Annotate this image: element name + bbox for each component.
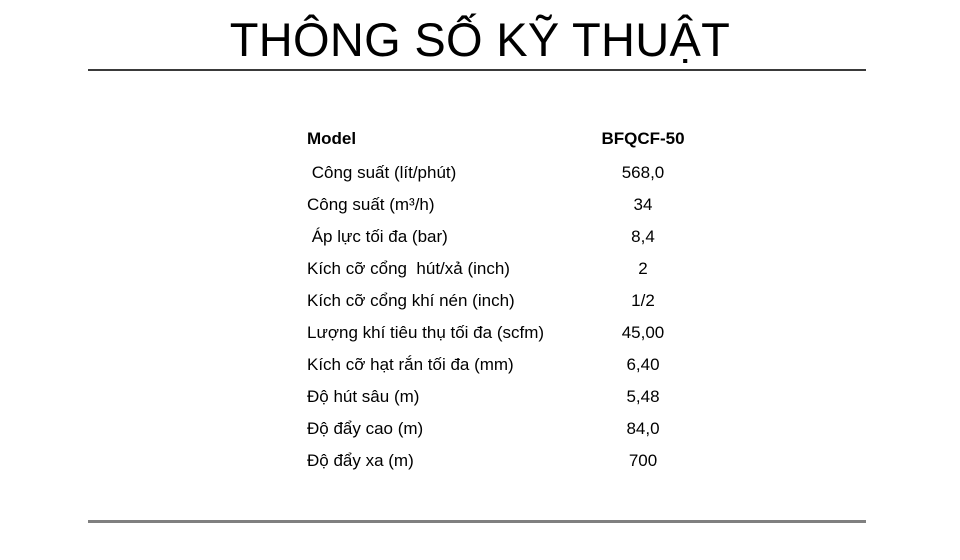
- row-value: 2: [638, 259, 648, 278]
- table-row: Độ hút sâu (m) 5,48: [300, 381, 707, 413]
- row-value: 5,48: [626, 387, 660, 406]
- column-header-model: Model: [307, 129, 357, 148]
- row-label: Kích cỡ cổng khí nén (inch): [307, 291, 515, 310]
- table-row: Kích cỡ hạt rắn tối đa (mm) 6,40: [300, 349, 707, 381]
- footer-divider-rule: [88, 520, 866, 523]
- row-label: Độ hút sâu (m): [307, 387, 420, 406]
- row-value: 1/2: [631, 291, 655, 310]
- table-row: Kích cỡ cổng khí nén (inch) 1/2: [300, 285, 707, 317]
- column-header-model-value: BFQCF-50: [601, 129, 685, 148]
- table-body: Model BFQCF-50 Công suất (lít/phút) 568,…: [300, 123, 707, 477]
- row-value: 700: [628, 451, 658, 470]
- row-value: 45,00: [621, 323, 665, 342]
- table-row: Độ đẩy xa (m) 700: [300, 445, 707, 477]
- row-label: Kích cỡ hạt rắn tối đa (mm): [307, 355, 514, 374]
- table-row: Kích cỡ cổng hút/xả (inch) 2: [300, 253, 707, 285]
- page-title: THÔNG SỐ KỸ THUẬT: [229, 13, 731, 66]
- row-value: 34: [633, 195, 653, 214]
- table-header-row: Model BFQCF-50: [300, 123, 707, 157]
- specification-table: Model BFQCF-50 Công suất (lít/phút) 568,…: [300, 123, 707, 477]
- row-value: 568,0: [621, 163, 665, 182]
- title-divider-rule: [88, 69, 866, 71]
- row-label: Kích cỡ cổng hút/xả (inch): [307, 259, 510, 278]
- row-value: 6,40: [626, 355, 660, 374]
- row-value: 84,0: [626, 419, 660, 438]
- row-value: 8,4: [631, 227, 655, 246]
- table-row: Lượng khí tiêu thụ tối đa (scfm) 45,00: [300, 317, 707, 349]
- row-label: Áp lực tối đa (bar): [307, 227, 448, 246]
- row-label: Công suất (m³/h): [307, 195, 435, 214]
- table-row: Công suất (m³/h) 34: [300, 189, 707, 221]
- table-row: Độ đẩy cao (m) 84,0: [300, 413, 707, 445]
- row-label: Lượng khí tiêu thụ tối đa (scfm): [307, 323, 545, 342]
- row-label: Độ đẩy xa (m): [307, 451, 414, 470]
- table-row: Công suất (lít/phút) 568,0: [300, 157, 707, 189]
- row-label: Độ đẩy cao (m): [307, 419, 424, 438]
- row-label: Công suất (lít/phút): [307, 163, 457, 182]
- table-row: Áp lực tối đa (bar) 8,4: [300, 221, 707, 253]
